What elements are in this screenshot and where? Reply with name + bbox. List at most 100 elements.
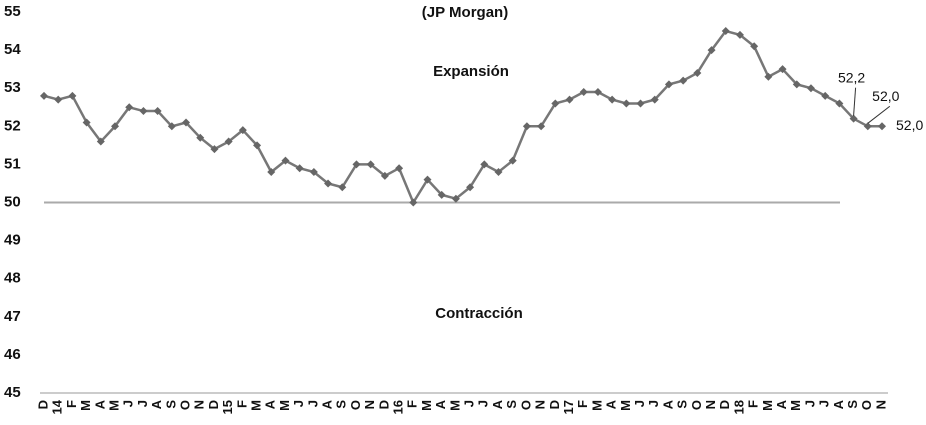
x-tick-label: M — [788, 400, 803, 411]
y-tick-label: 55 — [4, 3, 21, 20]
marker — [565, 95, 574, 104]
x-tick-label: J — [646, 400, 661, 407]
marker — [423, 175, 432, 184]
marker — [622, 99, 631, 108]
x-tick-label: F — [405, 400, 420, 408]
x-tick-label: J — [121, 400, 136, 407]
y-tick-label: 54 — [4, 41, 21, 58]
x-tick-label: S — [675, 400, 690, 409]
marker — [167, 122, 176, 131]
x-tick-label: J — [462, 400, 477, 407]
marker — [295, 164, 304, 173]
marker — [451, 194, 460, 203]
marker — [863, 122, 872, 131]
marker — [338, 183, 347, 192]
marker — [878, 122, 886, 131]
marker — [650, 95, 659, 104]
y-tick-label: 49 — [4, 232, 21, 249]
leader-line — [853, 87, 857, 116]
x-tick-label: J — [632, 400, 647, 407]
x-tick-label: A — [774, 399, 789, 409]
marker — [636, 99, 645, 108]
annotation: Contracción — [435, 305, 523, 322]
marker — [309, 168, 318, 177]
x-tick-label: S — [163, 400, 178, 409]
x-tick-label: J — [817, 400, 832, 407]
marker — [664, 80, 673, 89]
x-tick-label: F — [64, 400, 79, 408]
marker — [593, 88, 602, 97]
x-tick-label: A — [320, 399, 335, 409]
x-tick-label: 14 — [50, 399, 65, 414]
y-tick-label: 45 — [4, 384, 21, 401]
marker — [437, 190, 446, 199]
marker — [380, 171, 389, 180]
x-tick-label: D — [717, 400, 732, 409]
x-tick-label: A — [149, 399, 164, 409]
x-tick-label: J — [291, 400, 306, 407]
data-label: 52,2 — [838, 69, 865, 85]
marker — [792, 80, 801, 89]
x-tick-label: M — [248, 400, 263, 411]
x-tick-label: O — [689, 400, 704, 410]
marker — [494, 168, 503, 177]
marker — [693, 68, 702, 77]
x-tick-label: J — [802, 400, 817, 407]
marker — [182, 118, 191, 127]
marker — [196, 133, 205, 142]
x-tick-label: O — [177, 400, 192, 410]
x-tick-label: 15 — [220, 400, 235, 414]
marker — [281, 156, 290, 165]
marker — [721, 27, 730, 36]
x-tick-label: 17 — [561, 400, 576, 414]
y-tick-label: 50 — [4, 193, 21, 210]
x-tick-label: F — [746, 400, 761, 408]
y-tick-label: 46 — [4, 346, 21, 363]
marker — [96, 137, 105, 146]
x-tick-label: S — [334, 400, 349, 409]
marker — [68, 91, 77, 100]
x-tick-label: O — [348, 400, 363, 410]
marker — [679, 76, 688, 85]
data-line — [43, 29, 882, 206]
marker — [821, 91, 830, 100]
annotation: Expansión — [433, 63, 509, 80]
marker — [395, 164, 404, 173]
marker — [806, 84, 815, 93]
marker — [778, 65, 787, 74]
marker — [707, 46, 716, 55]
x-tick-label: F — [575, 400, 590, 408]
marker — [480, 160, 489, 169]
x-tick-label: M — [760, 400, 775, 411]
y-tick-label: 48 — [4, 270, 21, 287]
x-tick-label: M — [589, 400, 604, 411]
y-tick-label: 51 — [4, 155, 21, 172]
marker — [366, 160, 375, 169]
x-tick-label: A — [433, 399, 448, 409]
data-label: 52,0 — [872, 88, 899, 104]
x-tick-label: F — [234, 400, 249, 408]
x-tick-label: D — [547, 400, 562, 409]
marker — [224, 137, 233, 146]
marker — [764, 72, 773, 81]
x-tick-label: M — [78, 400, 93, 411]
marker — [409, 198, 418, 207]
x-tick-label: O — [859, 400, 874, 410]
marker — [750, 42, 759, 51]
x-tick-label: N — [192, 400, 207, 409]
x-tick-label: S — [504, 400, 519, 409]
x-tick-label: S — [845, 400, 860, 409]
marker — [153, 107, 162, 116]
x-tick-label: M — [447, 400, 462, 411]
x-tick-label: J — [305, 400, 320, 407]
x-tick-label: N — [533, 400, 548, 409]
marker — [551, 99, 560, 108]
marker — [40, 91, 48, 100]
x-tick-label: O — [518, 400, 533, 410]
chart-title: (JP Morgan) — [422, 4, 508, 21]
marker — [849, 114, 858, 123]
leader-line — [867, 105, 891, 124]
x-tick-label: N — [362, 400, 377, 409]
marker — [537, 122, 546, 131]
y-tick-label: 53 — [4, 79, 21, 96]
